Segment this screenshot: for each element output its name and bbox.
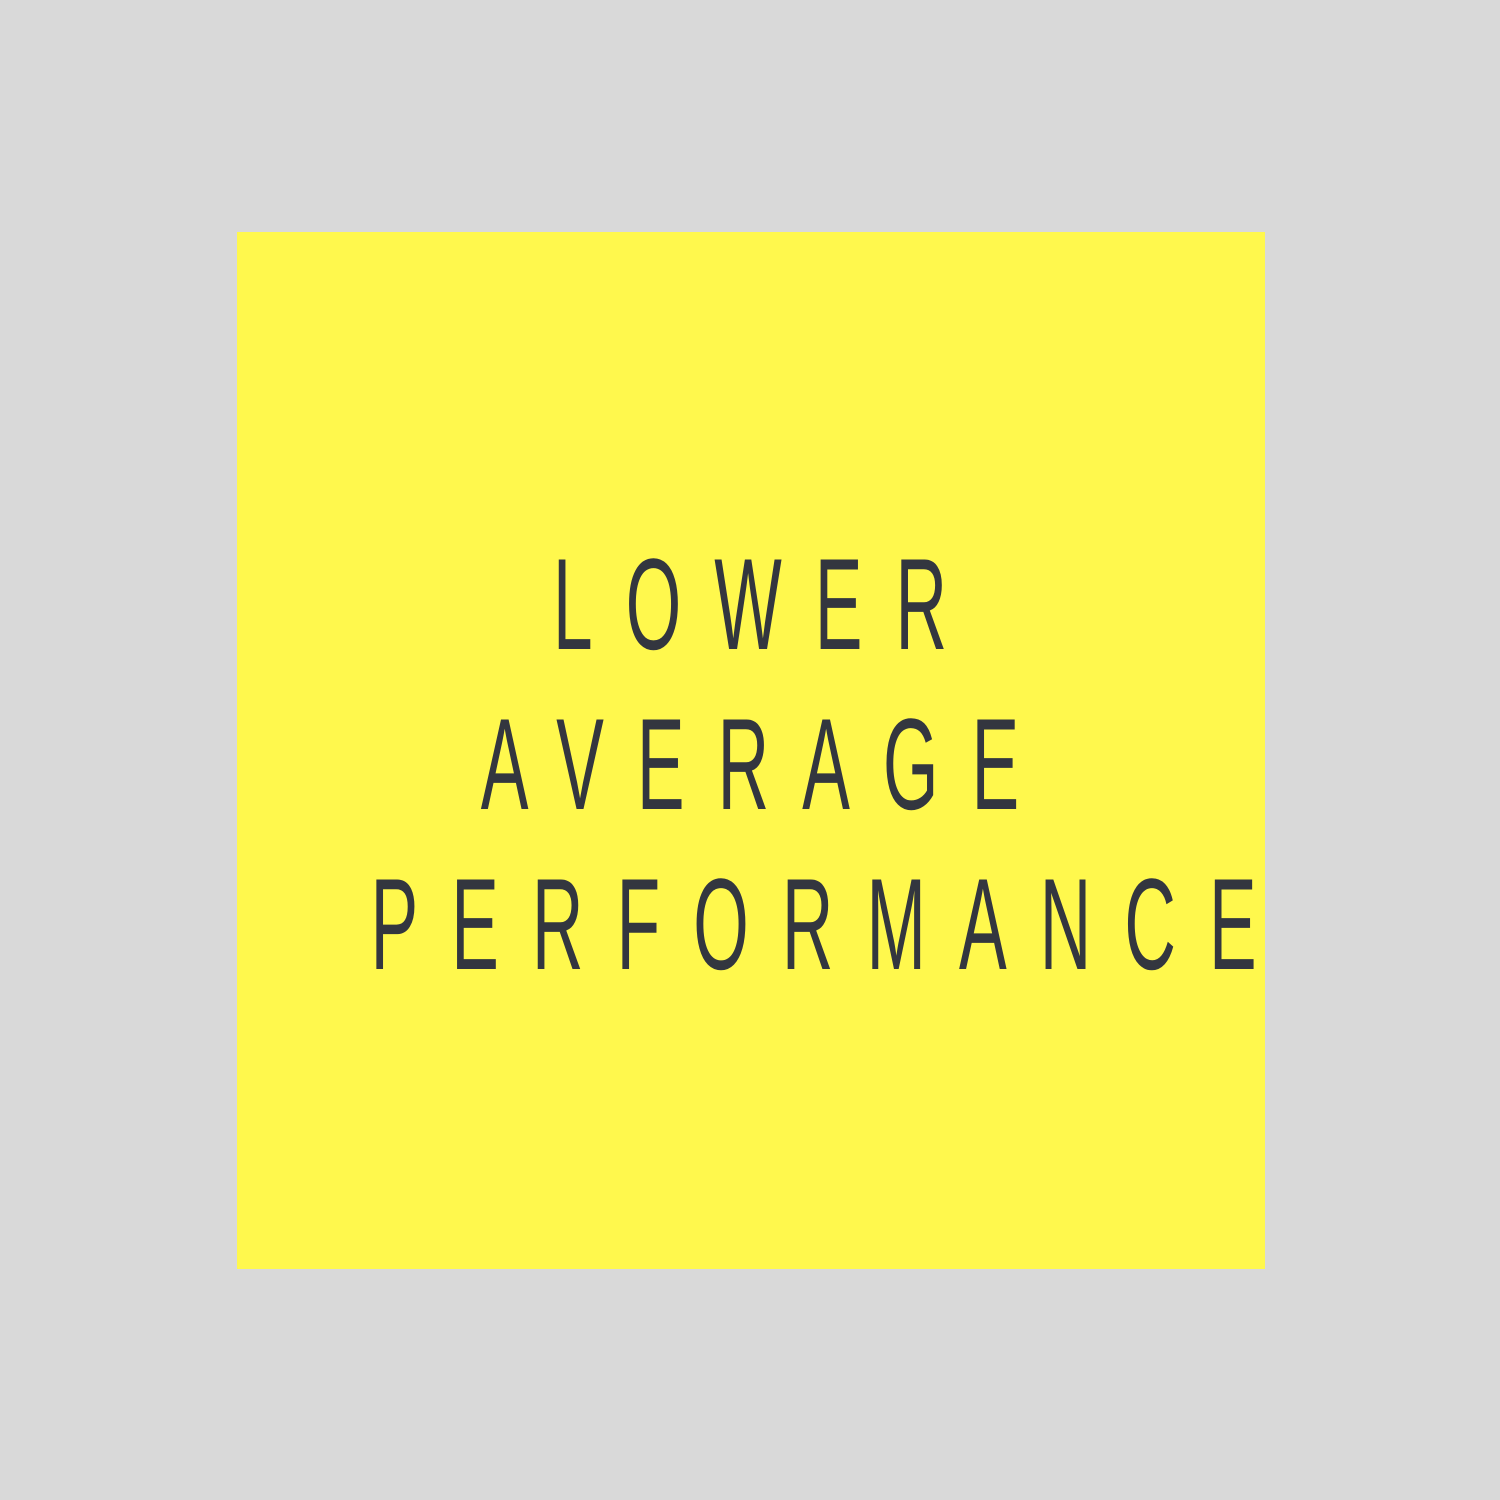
headline-line-1: LOWER: [552, 531, 981, 677]
headline-line-2: AVERAGE: [480, 691, 1053, 837]
yellow-card: [237, 232, 1265, 1269]
headline: LOWER AVERAGE PERFORMANCE: [0, 524, 1500, 1004]
headline-line-3: PERFORMANCE: [370, 851, 1290, 997]
